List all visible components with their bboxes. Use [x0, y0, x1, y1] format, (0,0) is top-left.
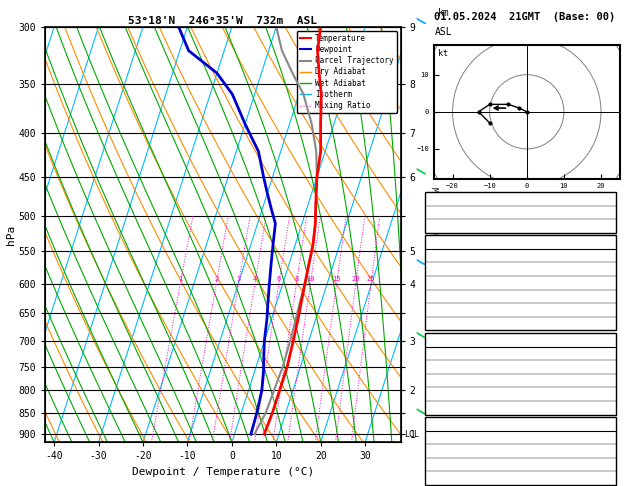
Text: Mixing Ratio (g/kg): Mixing Ratio (g/kg): [429, 187, 438, 282]
Text: Totals Totals: Totals Totals: [428, 208, 498, 217]
Text: 20: 20: [352, 276, 360, 282]
Text: 25: 25: [367, 276, 376, 282]
Text: 1.22: 1.22: [592, 222, 613, 230]
Text: 8: 8: [294, 276, 299, 282]
Y-axis label: hPa: hPa: [6, 225, 16, 244]
Text: PW (cm): PW (cm): [428, 222, 465, 230]
Text: 4: 4: [608, 376, 613, 385]
Text: Surface: Surface: [502, 238, 539, 246]
Text: 48: 48: [603, 208, 613, 217]
Text: 23: 23: [603, 194, 613, 203]
Text: 95°: 95°: [597, 460, 613, 469]
Text: StmDir: StmDir: [428, 460, 460, 469]
Text: 24: 24: [603, 306, 613, 314]
Text: 24: 24: [603, 390, 613, 399]
Title: 53°18'N  246°35'W  732m  ASL: 53°18'N 246°35'W 732m ASL: [128, 16, 318, 26]
Text: kt: kt: [438, 49, 448, 58]
Text: 15: 15: [603, 474, 613, 483]
Text: CIN (J): CIN (J): [428, 319, 465, 328]
Text: StmSpd (kt): StmSpd (kt): [428, 474, 487, 483]
Text: SREH: SREH: [428, 447, 449, 455]
Text: 4: 4: [253, 276, 257, 282]
Text: 6.7: 6.7: [597, 251, 613, 260]
Text: Temp (°C): Temp (°C): [428, 251, 476, 260]
Text: 10: 10: [306, 276, 314, 282]
Text: 4: 4: [608, 292, 613, 301]
Text: CIN (J): CIN (J): [428, 403, 465, 412]
X-axis label: Dewpoint / Temperature (°C): Dewpoint / Temperature (°C): [132, 467, 314, 477]
Text: K: K: [428, 194, 433, 203]
Text: θₑ(K): θₑ(K): [428, 278, 455, 287]
Text: 15: 15: [332, 276, 341, 282]
Text: 4: 4: [608, 403, 613, 412]
Legend: Temperature, Dewpoint, Parcel Trajectory, Dry Adiabat, Wet Adiabat, Isotherm, Mi: Temperature, Dewpoint, Parcel Trajectory…: [297, 31, 397, 113]
Text: ASL: ASL: [435, 27, 452, 37]
Text: Lifted Index: Lifted Index: [428, 376, 493, 385]
Text: 01.05.2024  21GMT  (Base: 00): 01.05.2024 21GMT (Base: 00): [434, 12, 615, 22]
Text: km: km: [437, 8, 449, 18]
Text: 4: 4: [608, 319, 613, 328]
Text: θₑ (K): θₑ (K): [428, 363, 460, 371]
Text: 301: 301: [597, 363, 613, 371]
Text: CAPE (J): CAPE (J): [428, 390, 470, 399]
Text: CAPE (J): CAPE (J): [428, 306, 470, 314]
Text: 3.7: 3.7: [597, 265, 613, 274]
Text: © weatheronline.co.uk: © weatheronline.co.uk: [476, 472, 573, 481]
Text: Pressure (mb): Pressure (mb): [428, 349, 498, 358]
Text: Dewp (°C): Dewp (°C): [428, 265, 476, 274]
Text: EH: EH: [428, 433, 438, 442]
Text: 2: 2: [214, 276, 218, 282]
Text: 301: 301: [597, 278, 613, 287]
Text: 6: 6: [277, 276, 281, 282]
Text: 79: 79: [603, 447, 613, 455]
Text: 928: 928: [597, 349, 613, 358]
Text: 1: 1: [178, 276, 182, 282]
Text: 3: 3: [237, 276, 241, 282]
Text: 69: 69: [603, 433, 613, 442]
Text: LCL: LCL: [404, 430, 419, 438]
Text: Hodograph: Hodograph: [496, 419, 545, 428]
Text: Lifted Index: Lifted Index: [428, 292, 493, 301]
Text: Most Unstable: Most Unstable: [486, 335, 555, 344]
